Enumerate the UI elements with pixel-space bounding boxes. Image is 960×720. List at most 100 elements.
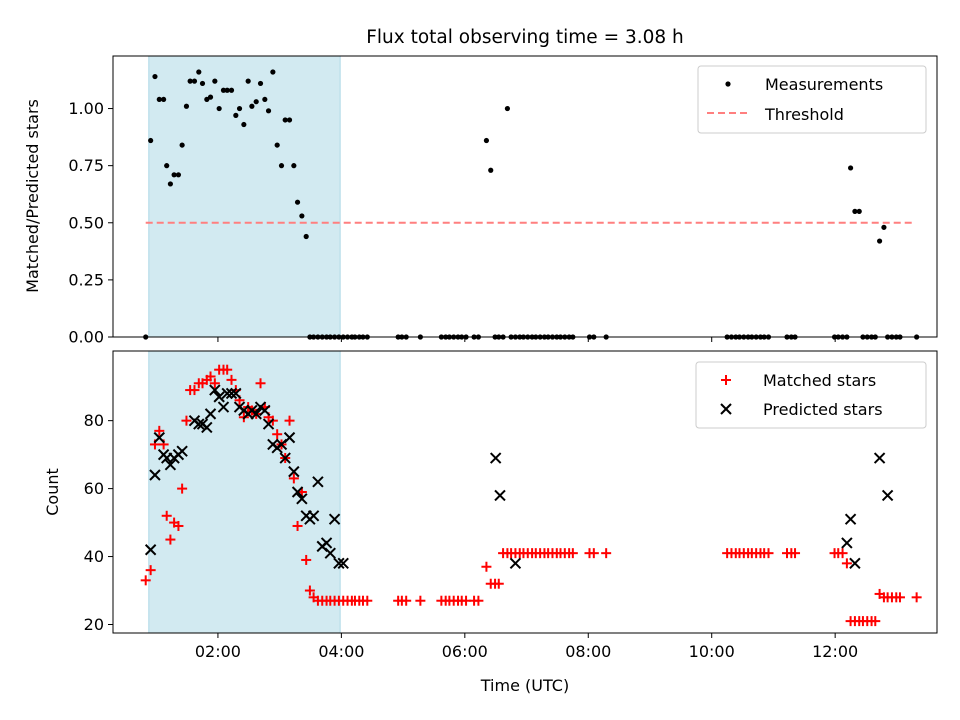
predicted-stars-point [213, 391, 225, 403]
measurement-point [299, 213, 305, 219]
predicted-stars-point [841, 537, 853, 549]
matched-stars-point [292, 520, 303, 531]
predicted-stars-point [283, 431, 296, 444]
predicted-stars-point [153, 431, 165, 444]
measurement-point [881, 224, 887, 230]
predicted-stars-point [324, 547, 336, 559]
predicted-stars-point [320, 537, 333, 549]
cross-b [312, 476, 324, 488]
cross-b [307, 510, 320, 522]
measurement-point [278, 163, 285, 169]
bottom-y-axis: 20 40 60 80 [84, 411, 113, 634]
measurement-point [164, 163, 170, 169]
measurement-point [504, 105, 511, 112]
matched-stars-point [481, 561, 492, 572]
measurement-point [175, 172, 182, 178]
predicted-stars-point [201, 421, 213, 434]
measurement-point [856, 208, 862, 214]
bottom-legend-box [695, 361, 927, 429]
cross-b [250, 408, 262, 420]
cross-b [494, 489, 506, 502]
matched-stars-point [493, 578, 504, 589]
matched-stars-point [911, 592, 922, 603]
cross-b [149, 469, 161, 481]
x-tick-label: 02:00 [195, 642, 241, 661]
cross-b [176, 445, 188, 457]
y-tick-label: 0.00 [68, 328, 104, 347]
predicted-stars-point [193, 418, 205, 430]
measurement-point [294, 199, 301, 205]
predicted-stars-point [489, 452, 502, 464]
predicted-stars-point [209, 384, 221, 396]
predicted-stars-point [149, 469, 161, 481]
predicted-stars-point [250, 408, 262, 420]
cross-b [296, 493, 308, 505]
top-highlight-span [148, 55, 341, 338]
top-y-axis-label: Matched/Predicted stars [23, 99, 42, 293]
cross-b [204, 408, 217, 420]
x-axis-label: Time (UTC) [480, 676, 569, 695]
measurement-point [291, 163, 297, 169]
matched-stars-point [567, 548, 578, 559]
matched-stars-point [837, 548, 848, 559]
matched-stars-point [272, 429, 283, 440]
predicted-stars-point [494, 489, 506, 502]
y-tick-label: 40 [84, 547, 104, 566]
measurement-point [286, 117, 293, 123]
bottom-y-axis-label: Count [43, 468, 62, 516]
measurement-point [199, 80, 206, 87]
predicted-stars-point [176, 445, 188, 457]
matched-stars-point [841, 558, 852, 569]
measurement-point [161, 96, 167, 103]
matched-stars-point [154, 425, 165, 436]
measurement-point [191, 78, 198, 84]
measurement-point [156, 96, 162, 103]
measurement-point [262, 96, 268, 103]
x-tick-label: 10:00 [689, 642, 735, 661]
legend-matched-label: Matched stars [763, 371, 876, 390]
legend-measurements-label: Measurements [765, 75, 883, 94]
predicted-stars-point [262, 418, 275, 430]
cross-b [841, 537, 853, 549]
measurement-point [236, 105, 243, 112]
top-panel: 0.00 0.25 0.50 0.75 1.00 Matched/Predicted s… [23, 55, 938, 347]
cross-b [201, 421, 213, 434]
predicted-stars-point [230, 387, 242, 400]
top-axes-frame [112, 55, 938, 338]
measurement-point [274, 142, 280, 148]
measurement-point [187, 78, 193, 84]
measurement-point [216, 105, 222, 112]
matched-stars-point [177, 483, 188, 494]
cross-b [320, 537, 333, 549]
matched-stars-point [763, 548, 774, 559]
measurement-point [148, 137, 154, 144]
measurement-point [249, 103, 255, 109]
measurement-point [265, 108, 272, 114]
cross-b [259, 404, 271, 417]
matched-stars-point [226, 374, 237, 385]
matched-stars-point [165, 534, 176, 545]
y-tick-label: 60 [84, 479, 104, 498]
cross-b [881, 489, 894, 502]
y-tick-label: 0.25 [68, 270, 104, 289]
cross-b [873, 452, 886, 464]
predicted-stars-point [164, 459, 177, 471]
predicted-stars-point [144, 544, 157, 556]
legend-predicted-marker [720, 403, 732, 415]
measurement-point [876, 238, 883, 244]
predicted-stars-point [509, 557, 522, 570]
cross-b [153, 431, 165, 444]
measurement-point [152, 73, 158, 80]
measurement-point [488, 167, 494, 173]
measurement-point [303, 233, 309, 240]
y-tick-label: 80 [84, 411, 104, 430]
cross-b [291, 486, 304, 498]
cross-b [225, 387, 238, 400]
matched-stars-point [181, 415, 192, 426]
measurement-point [483, 137, 490, 144]
cross-b [849, 557, 861, 570]
predicted-stars-point [307, 510, 320, 522]
predicted-stars-point [849, 557, 861, 570]
legend-measurements-marker [725, 81, 731, 87]
